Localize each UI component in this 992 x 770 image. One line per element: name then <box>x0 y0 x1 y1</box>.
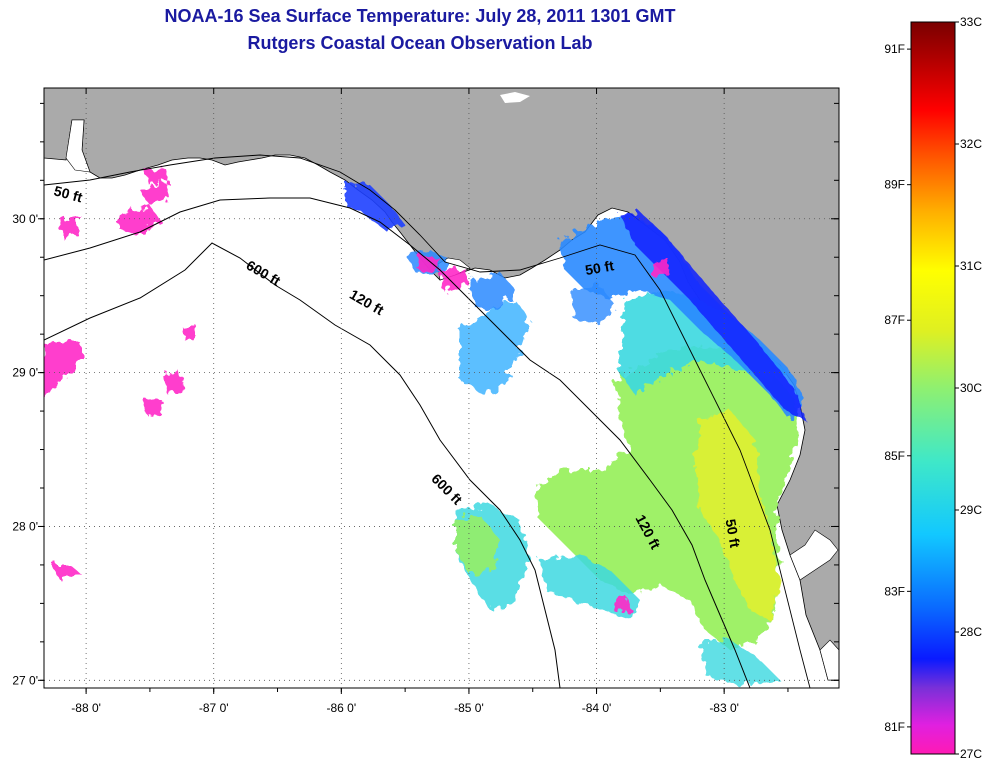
colorbar-label-f: 85F <box>884 449 905 463</box>
lat-tick-label: 27 0' <box>12 673 38 687</box>
colorbar-ticks: 33C 32C 31C 30C 29C 28C 27C 91F 89F 87F 85F 83F 81F <box>884 15 982 761</box>
lon-tick-label: -84 0' <box>582 701 612 715</box>
colorbar-label-c: 28C <box>960 625 982 639</box>
colorbar-label-c: 29C <box>960 503 982 517</box>
grid-lines <box>44 88 839 688</box>
colorbar-label-c: 27C <box>960 747 982 761</box>
lat-tick-label: 30 0' <box>12 212 38 226</box>
colorbar-label-c: 33C <box>960 15 982 29</box>
contour-120ft <box>44 197 751 688</box>
colorbar-scale <box>910 21 956 755</box>
sst-data-layer <box>44 168 805 685</box>
map-axes: -88 0' -87 0' -86 0' -85 0' -84 0' -83 0' 27 0… <box>12 88 839 715</box>
contour-600ft <box>44 242 561 688</box>
lon-tick-label: -85 0' <box>454 701 484 715</box>
map-title: NOAA-16 Sea Surface Temperature: July 28… <box>164 6 676 26</box>
map-frame <box>43 87 840 689</box>
lon-tick-label: -88 0' <box>71 701 101 715</box>
colorbar: 33C 32C 31C 30C 29C 28C 27C 91F 89F 87F 85F 83F 81F <box>884 15 982 761</box>
colorbar-label-c: 31C <box>960 259 982 273</box>
colorbar-label-f: 83F <box>884 584 905 598</box>
contour-50ft <box>44 154 811 688</box>
colorbar-label-f: 91F <box>884 42 905 56</box>
colorbar-label-f: 81F <box>884 720 905 734</box>
colorbar-label-f: 87F <box>884 313 905 327</box>
lon-tick-label: -86 0' <box>326 701 356 715</box>
lat-tick-label: 28 0' <box>12 519 38 533</box>
lat-tick-label: 29 0' <box>12 366 38 380</box>
colorbar-label-c: 32C <box>960 137 982 151</box>
lon-tick-label: -83 0' <box>709 701 739 715</box>
lon-tick-label: -87 0' <box>199 701 229 715</box>
contour-label: 50 ft <box>52 182 84 205</box>
map-subtitle: Rutgers Coastal Ocean Observation Lab <box>247 33 593 53</box>
colorbar-label-f: 89F <box>884 178 905 192</box>
contour-label: 50 ft <box>723 518 744 549</box>
contour-label: 50 ft <box>584 257 615 278</box>
colorbar-label-c: 30C <box>960 381 982 395</box>
